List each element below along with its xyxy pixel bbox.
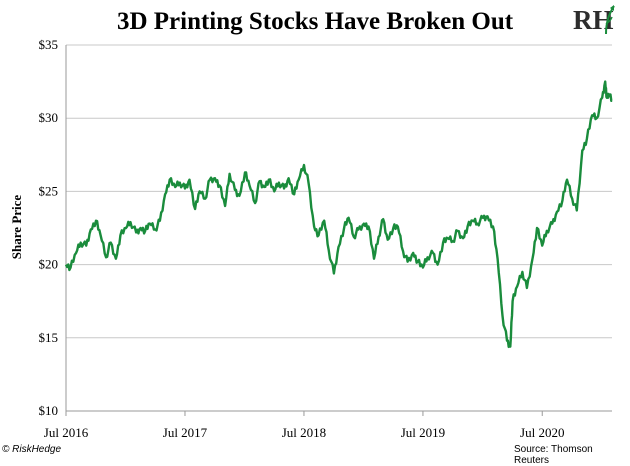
y-tick-label: $10	[39, 403, 59, 418]
y-tick-label: $30	[39, 110, 59, 125]
x-tick-label: Jul 2017	[163, 425, 208, 440]
axes	[65, 45, 612, 416]
x-tick-label: Jul 2018	[282, 425, 326, 440]
y-tick-label: $15	[39, 330, 59, 345]
y-tick-label: $35	[39, 37, 59, 52]
x-tick-labels: Jul 2016 Jul 2017 Jul 2018 Jul 2019 Jul 2020	[44, 425, 565, 440]
y-tick-labels: $10 $15 $20 $25 $30 $35	[39, 37, 59, 418]
riskhedge-logo-icon: RH	[573, 5, 615, 35]
share-price-line	[64, 80, 613, 349]
chart-title: 3D Printing Stocks Have Broken Out	[116, 8, 514, 35]
x-tick-label: Jul 2016	[44, 425, 89, 440]
source-text: Source: Thomson Reuters	[514, 444, 593, 466]
y-axis-label: Share Price	[9, 195, 24, 260]
y-tick-label: $20	[39, 257, 59, 272]
credit-text: © RiskHedge	[2, 444, 62, 455]
x-tick-label: Jul 2020	[520, 425, 564, 440]
y-tick-label: $25	[39, 183, 59, 198]
x-tick-label: Jul 2019	[401, 425, 445, 440]
